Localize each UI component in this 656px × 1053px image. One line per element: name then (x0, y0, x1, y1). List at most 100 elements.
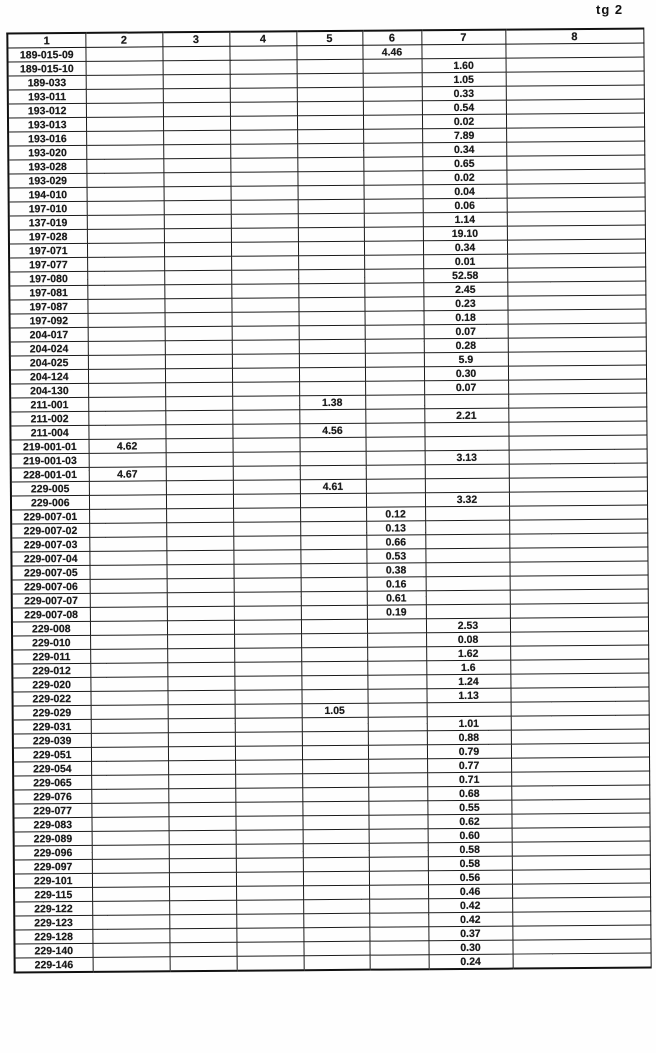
empty-cell (364, 324, 424, 340)
value-cell: 0.38 (366, 562, 426, 578)
empty-cell (92, 956, 170, 972)
empty-cell (365, 478, 425, 494)
empty-cell (509, 505, 648, 521)
row-id-cell: 228-001-01 (10, 467, 89, 482)
empty-cell (90, 704, 168, 720)
empty-cell (90, 732, 168, 748)
empty-cell (506, 211, 645, 227)
empty-cell (363, 142, 423, 158)
empty-cell (425, 590, 510, 605)
empty-cell (86, 172, 164, 188)
empty-cell (512, 896, 651, 913)
empty-cell (230, 227, 298, 243)
empty-cell (163, 172, 231, 187)
value-cell: 0.23 (423, 296, 508, 311)
empty-cell (367, 660, 427, 676)
empty-cell (163, 214, 231, 229)
row-id-cell: 229-115 (14, 887, 93, 902)
empty-cell (512, 910, 651, 927)
empty-cell (512, 882, 651, 899)
empty-cell (369, 898, 429, 914)
empty-cell (229, 45, 297, 61)
value-cell: 1.62 (426, 646, 511, 661)
empty-cell (297, 157, 364, 172)
empty-cell (369, 940, 429, 956)
empty-cell (166, 564, 234, 579)
empty-cell (362, 100, 422, 116)
empty-cell (363, 212, 423, 228)
empty-cell (166, 578, 234, 593)
empty-cell (89, 620, 168, 636)
empty-cell (510, 686, 649, 703)
empty-cell (235, 857, 303, 873)
empty-cell (162, 116, 231, 131)
row-id-cell: 193-029 (8, 173, 87, 189)
empty-cell (297, 227, 364, 242)
empty-cell (91, 830, 169, 846)
empty-cell (168, 816, 236, 831)
value-cell: 0.46 (428, 884, 513, 899)
empty-cell (300, 563, 367, 578)
empty-cell (231, 367, 300, 383)
value-cell: 2.21 (424, 408, 509, 423)
row-id-cell: 189-015-10 (7, 61, 86, 77)
empty-cell (89, 564, 167, 580)
empty-cell (165, 396, 233, 411)
column-header-2: 2 (85, 32, 163, 48)
value-cell: 0.58 (427, 856, 512, 871)
empty-cell (302, 787, 369, 802)
value-cell: 0.01 (423, 254, 508, 269)
empty-cell (507, 309, 646, 325)
value-cell: 0.02 (422, 170, 507, 185)
empty-cell (232, 423, 300, 439)
row-id-cell: 229-054 (13, 761, 92, 776)
row-id-cell: 197-010 (8, 201, 87, 217)
empty-cell (165, 494, 234, 509)
empty-cell (298, 325, 365, 340)
empty-cell (236, 885, 304, 901)
empty-cell (87, 326, 165, 342)
column-header-1: 1 (7, 32, 86, 49)
empty-cell (89, 578, 167, 594)
empty-cell (86, 158, 164, 174)
column-header-7: 7 (421, 29, 506, 45)
empty-cell (86, 144, 164, 160)
empty-cell (511, 798, 650, 815)
empty-cell (297, 199, 364, 214)
empty-cell (92, 942, 170, 958)
empty-cell (233, 605, 301, 621)
empty-cell (302, 815, 369, 830)
empty-cell (511, 868, 651, 885)
empty-cell (234, 731, 302, 747)
empty-cell (509, 602, 648, 619)
row-id-cell: 137-019 (8, 215, 87, 231)
empty-cell (167, 662, 235, 677)
empty-cell (167, 648, 235, 663)
empty-cell (367, 744, 428, 760)
empty-cell (85, 46, 163, 62)
empty-cell (89, 508, 167, 524)
empty-cell (232, 437, 300, 453)
empty-cell (233, 535, 301, 551)
value-cell: 0.06 (422, 198, 507, 213)
value-cell: 0.37 (428, 926, 513, 941)
empty-cell (164, 368, 233, 383)
empty-cell (88, 424, 166, 440)
value-cell: 0.13 (366, 520, 426, 536)
empty-cell (296, 115, 364, 130)
row-id-cell: 229-007-07 (11, 593, 90, 608)
row-id-cell: 197-077 (9, 257, 88, 273)
empty-cell (302, 857, 369, 872)
row-id-cell: 211-004 (10, 425, 89, 440)
empty-cell (298, 353, 365, 368)
empty-cell (92, 914, 170, 930)
empty-cell (505, 99, 644, 115)
empty-cell (511, 840, 650, 857)
value-cell: 0.24 (428, 954, 513, 970)
empty-cell (365, 450, 425, 466)
empty-cell (232, 381, 300, 397)
empty-cell (164, 270, 232, 285)
empty-cell (164, 284, 232, 299)
empty-cell (234, 745, 303, 761)
empty-cell (296, 45, 363, 60)
